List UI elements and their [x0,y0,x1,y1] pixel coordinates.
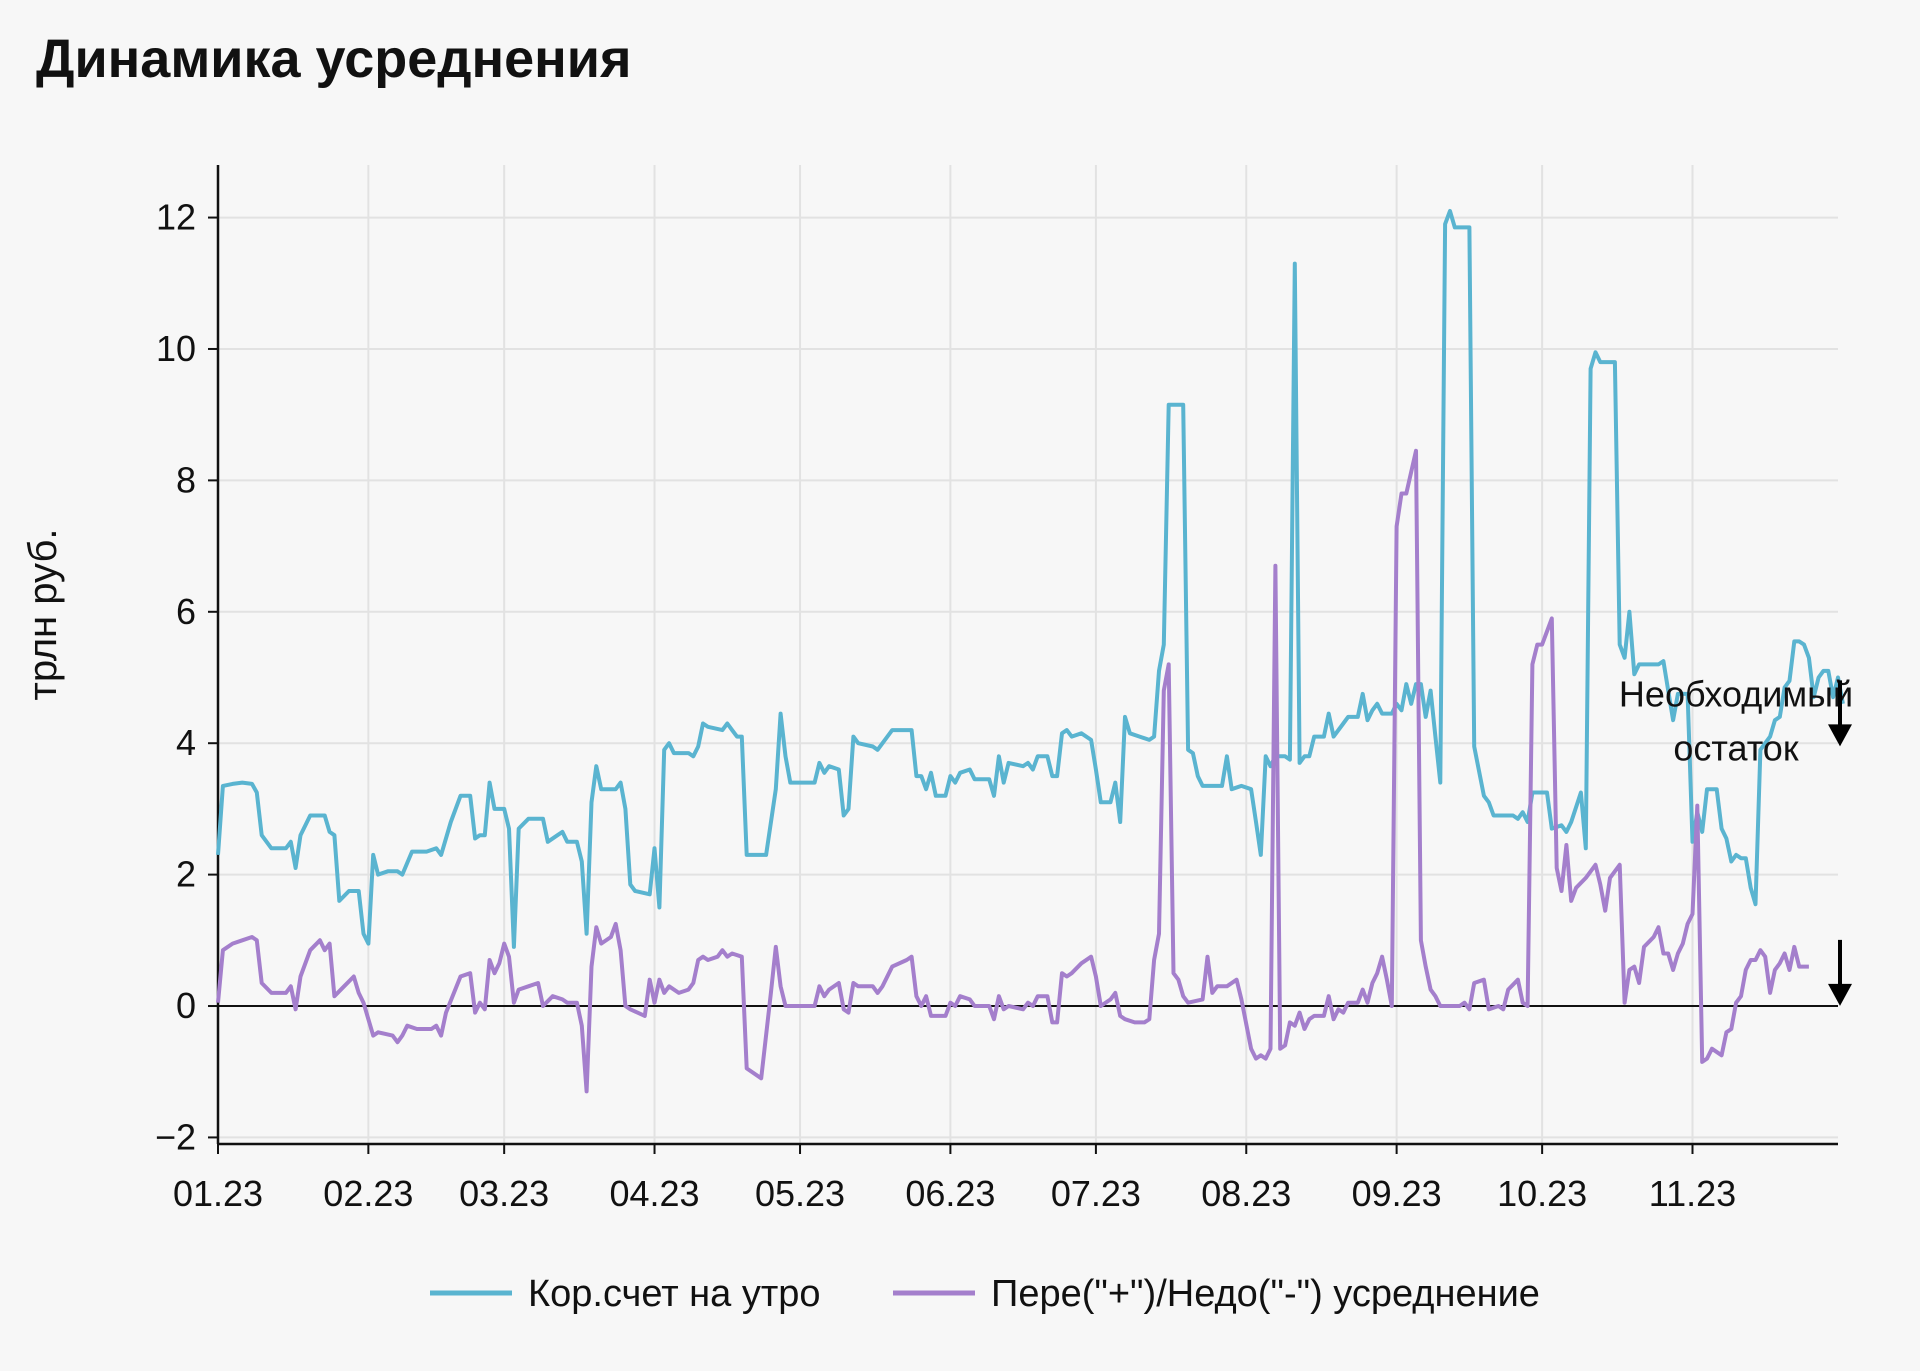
y-tick-label: 10 [156,328,196,369]
x-tick-label: 11.23 [1649,1173,1736,1214]
axes: −2 0 2 4 6 8 10 12 01.23 02.23 03.23 04.23 05.23 06.2… [21,165,1838,1214]
x-tick-label: 01.23 [173,1173,263,1214]
x-tick-label: 07.23 [1051,1173,1141,1214]
y-tick-label: 8 [176,459,196,500]
series-lines [216,209,1845,1094]
annotation-text: остаток [1673,727,1798,768]
series-line-averaging [216,448,1809,1094]
chart-title: Динамика усреднения [36,29,632,89]
x-tick-label: 09.23 [1352,1173,1442,1214]
y-tick-label: 0 [176,985,196,1026]
x-tick-label: 06.23 [905,1173,995,1214]
x-tick-label: 03.23 [459,1173,549,1214]
arrow-head-icon [1828,983,1852,1006]
arrow-head-icon [1828,724,1852,747]
annotation-necessary-balance: Необходимый остаток [1619,673,1853,1006]
x-tick-label: 02.23 [323,1173,413,1214]
x-tick-label: 05.23 [755,1173,845,1214]
y-tick-label: 6 [176,591,196,632]
y-tick-label: 12 [156,197,196,238]
x-tick-label: 08.23 [1201,1173,1291,1214]
y-tick-label: 4 [176,722,196,763]
x-tick-label: 10.23 [1497,1173,1587,1214]
y-tick-label: 2 [176,854,196,895]
grid-lines [217,165,1838,1144]
legend-item-averaging: Пере("+")/Недо("-") усреднение [991,1273,1540,1315]
x-tick-label: 04.23 [609,1173,699,1214]
y-tick-label: −2 [155,1116,196,1157]
y-axis-label: трлн руб. [21,528,65,700]
legend-item-corr-account: Кор.счет на утро [528,1273,821,1315]
annotation-text: Необходимый [1619,673,1853,714]
series-line-corr-account [216,209,1845,949]
legend: Кор.счет на утро Пере("+")/Недо("-") усре… [430,1273,1540,1315]
